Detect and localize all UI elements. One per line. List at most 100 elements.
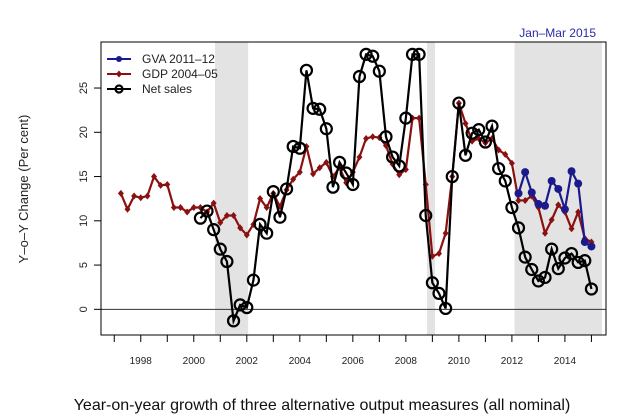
data-point xyxy=(124,205,131,213)
data-point xyxy=(419,208,433,223)
data-point xyxy=(445,169,459,184)
data-point xyxy=(472,123,486,137)
data-point xyxy=(290,175,297,183)
data-point xyxy=(531,274,546,288)
data-point xyxy=(580,238,589,247)
data-point xyxy=(177,204,184,212)
data-point xyxy=(578,254,592,268)
y-axis-label: Y–o–Y Change (Per cent) xyxy=(16,115,31,264)
data-point xyxy=(379,130,393,144)
data-point xyxy=(323,158,330,166)
data-point xyxy=(200,204,214,218)
data-point xyxy=(495,146,502,154)
shaded-period xyxy=(214,42,249,335)
data-point xyxy=(412,47,426,61)
data-point xyxy=(525,262,539,277)
data-point xyxy=(310,170,317,178)
data-point xyxy=(568,225,575,233)
series-gva xyxy=(514,167,596,251)
data-point xyxy=(534,199,543,208)
y-tick-label: 25 xyxy=(78,82,90,94)
data-point xyxy=(442,229,449,237)
data-point xyxy=(478,135,492,149)
data-point xyxy=(567,167,576,176)
data-point xyxy=(366,49,380,63)
data-point xyxy=(230,211,237,219)
data-point xyxy=(273,210,287,224)
data-point xyxy=(372,64,386,78)
x-tick-label: 2002 xyxy=(236,356,259,367)
data-point xyxy=(574,179,583,188)
plot-frame xyxy=(100,41,607,336)
chart-title: Year-on-year growth of three alternative… xyxy=(74,397,571,414)
data-point xyxy=(386,150,400,164)
x-tick-label: 2008 xyxy=(395,356,418,367)
data-point xyxy=(518,250,532,264)
data-point xyxy=(541,201,550,210)
y-tick-label: 0 xyxy=(78,306,90,312)
data-point xyxy=(555,201,562,209)
data-point xyxy=(505,200,519,215)
data-point xyxy=(435,250,442,258)
data-point xyxy=(157,181,164,189)
data-point xyxy=(151,173,158,181)
data-point xyxy=(257,195,264,203)
y-tick-label: 20 xyxy=(78,126,90,138)
legend-label: Net sales xyxy=(142,82,192,96)
data-point xyxy=(548,216,555,224)
data-point xyxy=(190,204,197,212)
series-net xyxy=(193,47,599,328)
data-point xyxy=(260,226,274,240)
data-point xyxy=(554,184,563,193)
data-point xyxy=(193,211,208,225)
annotation-label: Jan–Mar 2015 xyxy=(519,26,596,40)
shaded-period xyxy=(427,42,436,335)
data-point xyxy=(356,153,363,161)
x-tick-label: 1998 xyxy=(130,356,153,367)
data-point xyxy=(352,69,367,84)
data-point xyxy=(240,300,254,315)
data-point xyxy=(213,242,227,256)
data-point xyxy=(369,133,376,141)
data-point xyxy=(217,219,224,227)
data-point xyxy=(462,119,469,127)
data-point xyxy=(266,184,280,199)
data-point xyxy=(511,221,526,235)
data-point xyxy=(346,177,360,192)
data-point xyxy=(399,111,413,125)
data-point xyxy=(363,134,370,142)
data-point xyxy=(263,204,270,212)
data-point xyxy=(514,189,523,198)
x-tick-label: 2006 xyxy=(342,356,365,367)
data-point xyxy=(425,276,439,290)
data-point xyxy=(465,126,479,140)
data-point xyxy=(117,189,124,197)
data-point xyxy=(131,192,138,200)
data-point xyxy=(392,159,406,173)
data-point xyxy=(253,217,267,231)
data-point xyxy=(144,192,151,200)
y-tick-label: 5 xyxy=(78,262,90,268)
data-point xyxy=(527,188,536,197)
data-point xyxy=(396,171,403,179)
data-point xyxy=(210,199,217,207)
data-point xyxy=(542,229,549,237)
data-point xyxy=(220,254,234,269)
data-point xyxy=(452,96,466,110)
data-point xyxy=(508,159,515,167)
data-point xyxy=(223,211,230,219)
data-point xyxy=(237,224,244,232)
data-point xyxy=(575,208,582,216)
data-point xyxy=(296,168,303,176)
data-point xyxy=(359,47,373,61)
data-point xyxy=(339,166,353,180)
data-point xyxy=(226,314,241,328)
data-point xyxy=(170,204,177,212)
data-point xyxy=(279,182,294,196)
data-point xyxy=(319,122,333,136)
x-tick-label: 2004 xyxy=(289,356,312,367)
data-point xyxy=(439,301,453,316)
